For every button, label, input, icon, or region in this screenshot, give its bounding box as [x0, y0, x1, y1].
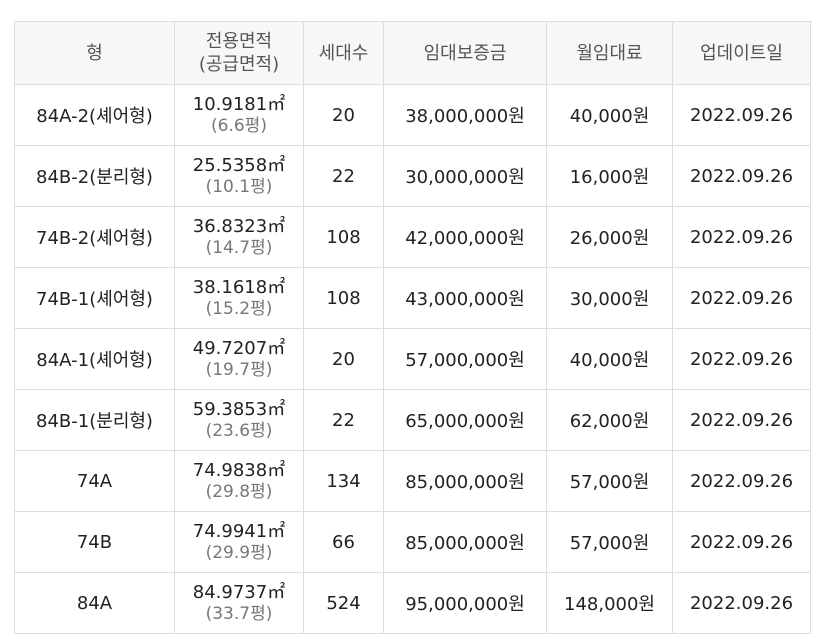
cell-households: 22 [303, 145, 384, 207]
area-pyeong: (15.2평) [205, 299, 273, 319]
cell-type: 84A [14, 572, 175, 634]
cell-rent: 57,000원 [546, 511, 673, 573]
area-pyeong: (6.6평) [211, 116, 267, 136]
area-pyeong: (29.9평) [205, 543, 273, 563]
cell-area: 59.3853㎡ (23.6평) [174, 389, 304, 451]
area-sqm: 10.9181㎡ [192, 94, 286, 115]
header-updated: 업데이트일 [672, 21, 811, 85]
header-area: 전용면적 (공급면적) [174, 21, 304, 85]
cell-type: 84A-2(셰어형) [14, 84, 175, 146]
area-sqm: 74.9838㎡ [192, 460, 286, 481]
header-area-line2: (공급면적) [198, 54, 280, 75]
area-sqm: 36.8323㎡ [192, 216, 286, 237]
area-pyeong: (33.7평) [205, 604, 273, 624]
area-pyeong: (10.1평) [205, 177, 273, 197]
cell-updated: 2022.09.26 [672, 572, 811, 634]
cell-deposit: 95,000,000원 [383, 572, 547, 634]
cell-deposit: 30,000,000원 [383, 145, 547, 207]
cell-households: 66 [303, 511, 384, 573]
area-sqm: 59.3853㎡ [192, 399, 286, 420]
table-row: 74A 74.9838㎡ (29.8평) 134 85,000,000원 57,0… [14, 450, 811, 512]
cell-updated: 2022.09.26 [672, 450, 811, 512]
cell-deposit: 57,000,000원 [383, 328, 547, 390]
cell-rent: 57,000원 [546, 450, 673, 512]
cell-area: 36.8323㎡ (14.7평) [174, 206, 304, 268]
area-pyeong: (14.7평) [205, 238, 273, 258]
header-row: 형 전용면적 (공급면적) 세대수 임대보증금 월임대료 업데이트일 [14, 21, 811, 85]
area-pyeong: (23.6평) [205, 421, 273, 441]
cell-deposit: 85,000,000원 [383, 450, 547, 512]
cell-rent: 40,000원 [546, 328, 673, 390]
cell-area: 49.7207㎡ (19.7평) [174, 328, 304, 390]
header-type: 형 [14, 21, 175, 85]
rental-unit-table: 형 전용면적 (공급면적) 세대수 임대보증금 월임대료 업데이트일 84A-2… [14, 21, 811, 634]
cell-area: 25.5358㎡ (10.1평) [174, 145, 304, 207]
cell-type: 84A-1(셰어형) [14, 328, 175, 390]
cell-households: 108 [303, 267, 384, 329]
cell-deposit: 85,000,000원 [383, 511, 547, 573]
cell-households: 20 [303, 328, 384, 390]
area-sqm: 25.5358㎡ [192, 155, 286, 176]
cell-updated: 2022.09.26 [672, 267, 811, 329]
rental-table-container: 형 전용면적 (공급면적) 세대수 임대보증금 월임대료 업데이트일 84A-2… [14, 21, 811, 634]
cell-rent: 148,000원 [546, 572, 673, 634]
table-body: 84A-2(셰어형) 10.9181㎡ (6.6평) 20 38,000,000원… [14, 84, 811, 634]
area-sqm: 49.7207㎡ [192, 338, 286, 359]
area-sqm: 74.9941㎡ [192, 521, 286, 542]
cell-area: 38.1618㎡ (15.2평) [174, 267, 304, 329]
cell-households: 524 [303, 572, 384, 634]
cell-deposit: 42,000,000원 [383, 206, 547, 268]
cell-deposit: 65,000,000원 [383, 389, 547, 451]
cell-rent: 30,000원 [546, 267, 673, 329]
table-row: 84A 84.9737㎡ (33.7평) 524 95,000,000원 148,… [14, 572, 811, 634]
cell-households: 134 [303, 450, 384, 512]
table-header: 형 전용면적 (공급면적) 세대수 임대보증금 월임대료 업데이트일 [14, 21, 811, 85]
cell-type: 74B-2(셰어형) [14, 206, 175, 268]
header-area-line1: 전용면적 [205, 31, 273, 52]
cell-area: 10.9181㎡ (6.6평) [174, 84, 304, 146]
cell-deposit: 43,000,000원 [383, 267, 547, 329]
table-row: 84A-2(셰어형) 10.9181㎡ (6.6평) 20 38,000,000원… [14, 84, 811, 146]
area-pyeong: (29.8평) [205, 482, 273, 502]
cell-updated: 2022.09.26 [672, 84, 811, 146]
cell-rent: 62,000원 [546, 389, 673, 451]
table-row: 84A-1(셰어형) 49.7207㎡ (19.7평) 20 57,000,000… [14, 328, 811, 390]
cell-type: 84B-2(분리형) [14, 145, 175, 207]
cell-households: 20 [303, 84, 384, 146]
cell-households: 22 [303, 389, 384, 451]
cell-rent: 26,000원 [546, 206, 673, 268]
cell-type: 74A [14, 450, 175, 512]
header-rent: 월임대료 [546, 21, 673, 85]
table-row: 74B-1(셰어형) 38.1618㎡ (15.2평) 108 43,000,00… [14, 267, 811, 329]
cell-rent: 16,000원 [546, 145, 673, 207]
cell-area: 74.9838㎡ (29.8평) [174, 450, 304, 512]
area-pyeong: (19.7평) [205, 360, 273, 380]
table-row: 84B-2(분리형) 25.5358㎡ (10.1평) 22 30,000,000… [14, 145, 811, 207]
cell-type: 84B-1(분리형) [14, 389, 175, 451]
cell-updated: 2022.09.26 [672, 145, 811, 207]
area-sqm: 84.9737㎡ [192, 582, 286, 603]
table-row: 74B-2(셰어형) 36.8323㎡ (14.7평) 108 42,000,00… [14, 206, 811, 268]
table-row: 74B 74.9941㎡ (29.9평) 66 85,000,000원 57,00… [14, 511, 811, 573]
cell-area: 74.9941㎡ (29.9평) [174, 511, 304, 573]
cell-updated: 2022.09.26 [672, 511, 811, 573]
header-households: 세대수 [303, 21, 384, 85]
cell-deposit: 38,000,000원 [383, 84, 547, 146]
cell-updated: 2022.09.26 [672, 328, 811, 390]
table-row: 84B-1(분리형) 59.3853㎡ (23.6평) 22 65,000,000… [14, 389, 811, 451]
cell-rent: 40,000원 [546, 84, 673, 146]
cell-households: 108 [303, 206, 384, 268]
cell-type: 74B-1(셰어형) [14, 267, 175, 329]
cell-type: 74B [14, 511, 175, 573]
header-deposit: 임대보증금 [383, 21, 547, 85]
area-sqm: 38.1618㎡ [192, 277, 286, 298]
cell-updated: 2022.09.26 [672, 206, 811, 268]
cell-updated: 2022.09.26 [672, 389, 811, 451]
cell-area: 84.9737㎡ (33.7평) [174, 572, 304, 634]
